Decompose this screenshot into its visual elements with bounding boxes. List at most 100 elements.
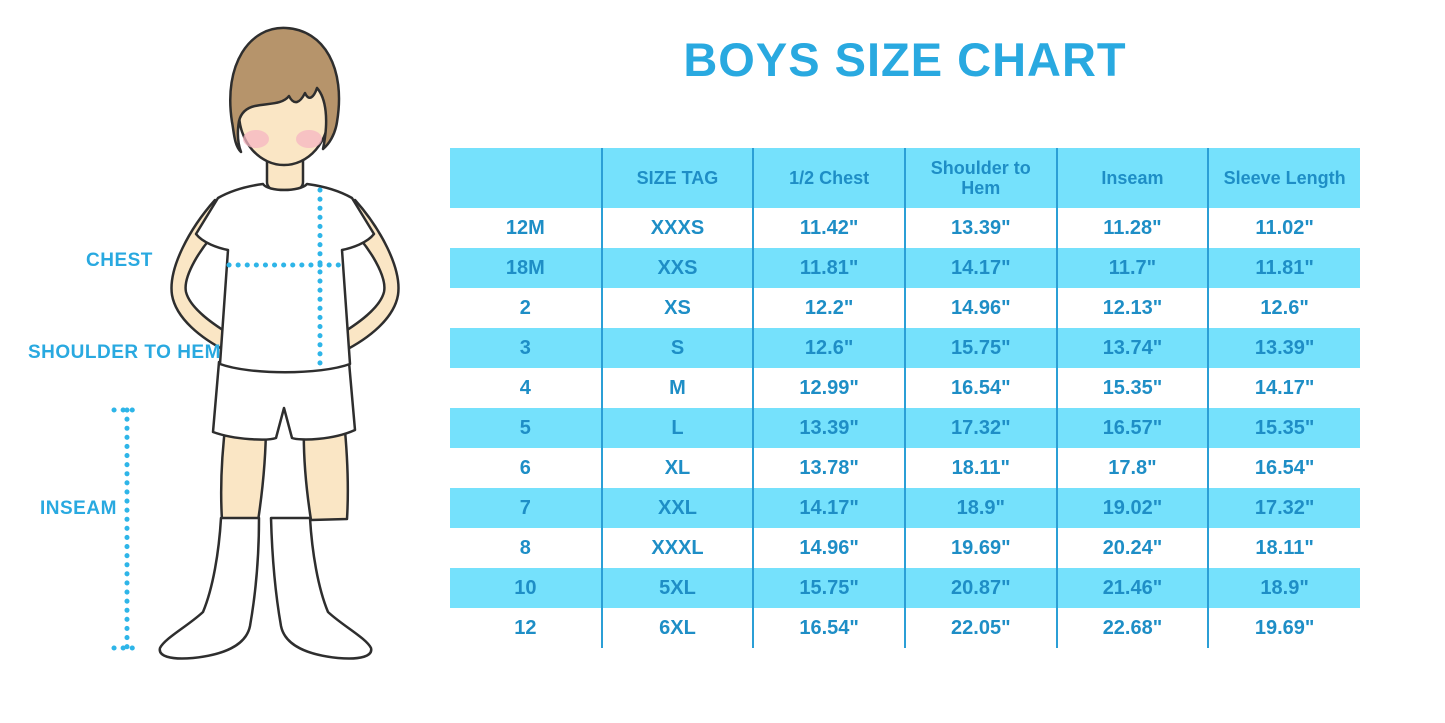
measurement-cell: 16.54"	[903, 368, 1057, 408]
size-table-body: 12M XXXS 11.42" 13.39" 11.28" 11.02" 18M XXS 11.…	[450, 208, 1360, 648]
size-label-cell: 7	[450, 488, 602, 528]
size-label-cell: 2	[519, 296, 531, 319]
table-row: 6 XL 13.78" 18.11" 17.8" 16.54"	[450, 448, 1360, 488]
measurement-cell: 15.75"	[903, 328, 1057, 368]
measurement-cell: 13.74"	[1055, 328, 1209, 368]
measurement-cell: 15.75"	[752, 568, 905, 608]
page-title: BOYS SIZE CHART	[683, 33, 1127, 86]
measurement-cell: 18.9"	[1207, 568, 1360, 608]
measurement-cell: 18.11"	[903, 448, 1057, 488]
measurement-cell: XXXL	[600, 528, 754, 568]
boy-left-sock	[158, 516, 261, 660]
table-row: 18M XXS 11.81" 14.17" 11.7" 11.81"	[450, 248, 1360, 288]
measurement-cell: 17.8"	[1055, 448, 1209, 488]
boy-right-cheek	[296, 130, 322, 148]
measurement-cell: 14.96"	[903, 288, 1057, 328]
boy-illustration	[111, 26, 400, 660]
chest-label: CHEST	[86, 250, 153, 271]
measurement-cell: 13.39"	[752, 408, 905, 448]
measurement-cell: XXS	[600, 248, 754, 288]
col-header-sleeve-length: Sleeve Length	[1207, 148, 1360, 208]
measurement-cell: M	[600, 368, 754, 408]
measurement-cell: S	[600, 328, 754, 368]
measurement-cell: 20.87"	[903, 568, 1057, 608]
measurement-cell: XXXS	[600, 208, 754, 248]
table-row: 3 S 12.6" 15.75" 13.74" 13.39"	[450, 328, 1360, 368]
measurement-cell: XL	[600, 448, 754, 488]
measurement-cell: 19.69"	[1207, 608, 1360, 648]
measurement-cell: 14.17"	[903, 248, 1057, 288]
measurement-cell: 19.69"	[903, 528, 1057, 568]
col-header-blank	[450, 148, 602, 208]
size-label-cell: 6	[519, 456, 531, 479]
boy-shorts	[211, 360, 357, 441]
table-row: 10 5XL 15.75" 20.87" 21.46" 18.9"	[450, 568, 1360, 608]
size-label-cell: 12	[514, 616, 537, 639]
boy-left-cheek	[243, 130, 269, 148]
shoulder-to-hem-label: SHOULDER TO HEM	[28, 342, 221, 363]
boy-right-leg	[302, 418, 350, 522]
measurement-cell: XXL	[600, 488, 754, 528]
size-label-cell: 10	[450, 568, 602, 608]
measurement-cell: 12.13"	[1055, 288, 1209, 328]
measurement-cell: 22.68"	[1055, 608, 1209, 648]
table-header-row: SIZE TAG 1/2 Chest Shoulder to Hem Insea…	[450, 148, 1360, 208]
table-row: 5 L 13.39" 17.32" 16.57" 15.35"	[450, 408, 1360, 448]
measurement-cell: 16.54"	[1207, 448, 1360, 488]
measurement-cell: 14.96"	[752, 528, 905, 568]
measurement-cell: 13.78"	[752, 448, 905, 488]
measurement-cell: 19.02"	[1055, 488, 1209, 528]
measurement-cell: 18.9"	[903, 488, 1057, 528]
boy-hair	[229, 26, 341, 154]
col-header-inseam: Inseam	[1055, 148, 1209, 208]
measurement-cell: 11.42"	[752, 208, 905, 248]
measurement-cell: 11.81"	[752, 248, 905, 288]
table-row: 12 6XL 16.54" 22.05" 22.68" 19.69"	[450, 608, 1360, 648]
measurement-cell: 20.24"	[1055, 528, 1209, 568]
size-label-cell: 4	[519, 376, 531, 399]
measurement-cell: 21.46"	[1055, 568, 1209, 608]
size-label-cell: 8	[519, 536, 531, 559]
measurement-cell: 22.05"	[903, 608, 1057, 648]
measurement-cell: XS	[600, 288, 754, 328]
measurement-cell: 14.17"	[1207, 368, 1360, 408]
size-label-cell: 3	[450, 328, 602, 368]
col-header-size-tag: SIZE TAG	[600, 148, 754, 208]
size-label-cell: 18M	[450, 248, 602, 288]
measurement-cell: 12.6"	[1207, 288, 1360, 328]
measurement-cell: 17.32"	[1207, 488, 1360, 528]
boy-tshirt	[194, 182, 376, 374]
measurement-cell: 17.32"	[903, 408, 1057, 448]
col-header-half-chest: 1/2 Chest	[752, 148, 905, 208]
measurement-cell: 18.11"	[1207, 528, 1360, 568]
measurement-cell: 5XL	[600, 568, 754, 608]
size-chart-table: SIZE TAG 1/2 Chest Shoulder to Hem Insea…	[450, 148, 1360, 648]
measurement-cell: 11.7"	[1055, 248, 1209, 288]
measurement-cell: 11.28"	[1055, 208, 1209, 248]
table-row: 2 XS 12.2" 14.96" 12.13" 12.6"	[450, 288, 1360, 328]
table-row: 8 XXXL 14.96" 19.69" 20.24" 18.11"	[450, 528, 1360, 568]
measurement-cell: 6XL	[600, 608, 754, 648]
measurement-cell: 15.35"	[1207, 408, 1360, 448]
measurement-cell: 11.02"	[1207, 208, 1360, 248]
measurement-cell: 16.54"	[752, 608, 905, 648]
size-label-cell: 5	[450, 408, 602, 448]
table-row: 12M XXXS 11.42" 13.39" 11.28" 11.02"	[450, 208, 1360, 248]
measurement-cell: 15.35"	[1055, 368, 1209, 408]
boy-figure	[158, 26, 400, 660]
measurement-cell: 12.2"	[752, 288, 905, 328]
boy-right-sock	[269, 516, 373, 660]
measurement-cell: L	[600, 408, 754, 448]
inseam-label: INSEAM	[40, 498, 117, 519]
table-row: 7 XXL 14.17" 18.9" 19.02" 17.32"	[450, 488, 1360, 528]
measurement-cell: 11.81"	[1207, 248, 1360, 288]
measurement-cell: 13.39"	[1207, 328, 1360, 368]
table-row: 4 M 12.99" 16.54" 15.35" 14.17"	[450, 368, 1360, 408]
measurement-cell: 16.57"	[1055, 408, 1209, 448]
measurement-cell: 14.17"	[752, 488, 905, 528]
measurement-cell: 12.6"	[752, 328, 905, 368]
col-header-shoulder-to-hem: Shoulder to Hem	[903, 148, 1057, 208]
size-label-cell: 12M	[505, 216, 545, 239]
measurement-cell: 12.99"	[752, 368, 905, 408]
